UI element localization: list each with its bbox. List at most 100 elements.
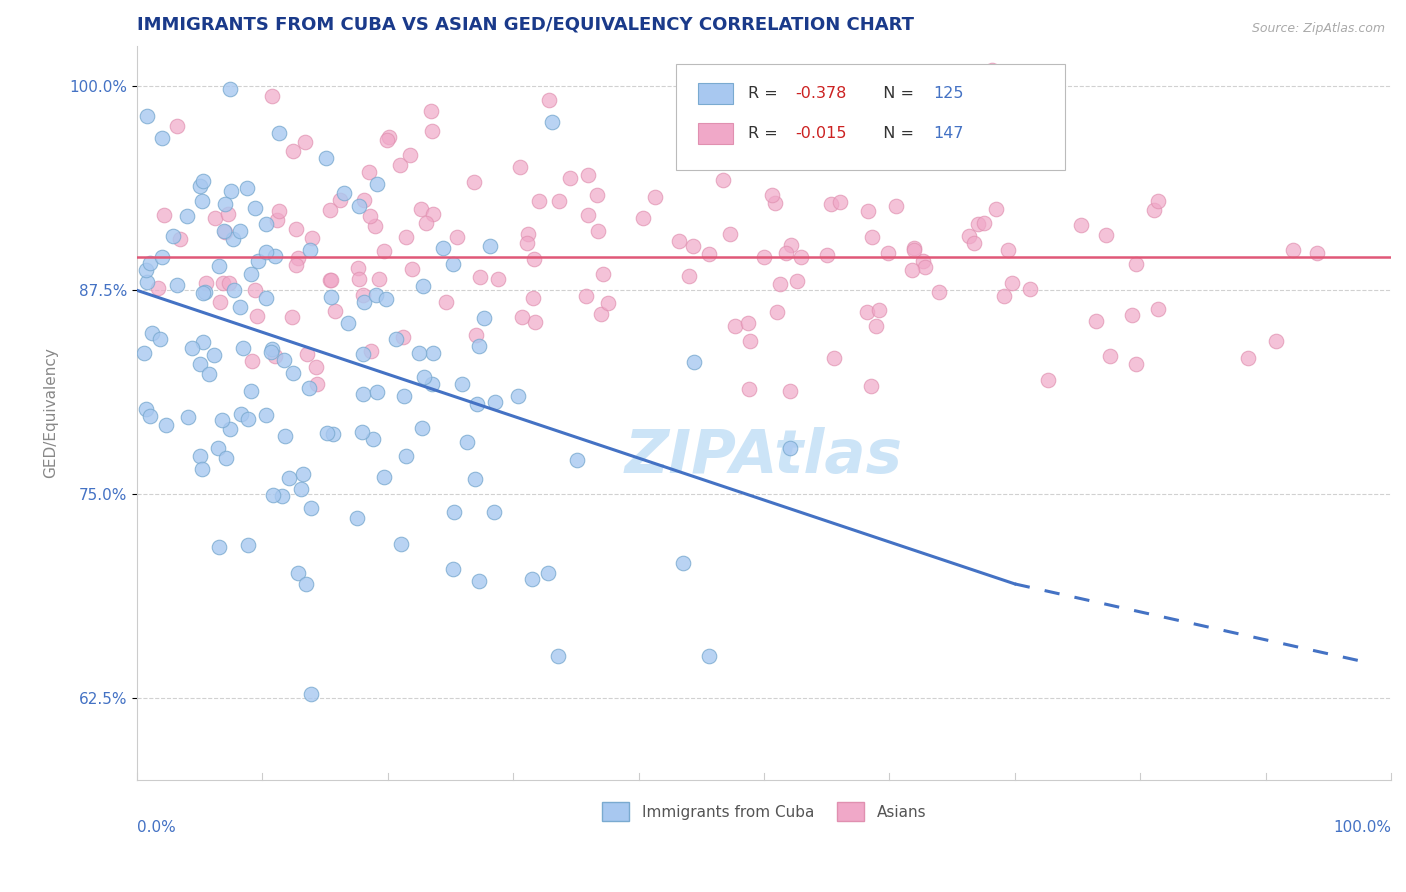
Point — [290, 483, 312, 497]
Point — [967, 217, 990, 231]
Point — [214, 226, 236, 240]
Point — [395, 450, 418, 464]
Point — [377, 130, 399, 145]
Point — [208, 259, 231, 273]
Point — [541, 115, 564, 129]
Text: N =: N = — [873, 127, 920, 141]
Point — [575, 289, 598, 303]
Point — [668, 234, 690, 248]
Point — [150, 131, 173, 145]
Point — [960, 102, 983, 116]
Point — [260, 345, 283, 359]
Point — [194, 276, 217, 290]
Point — [219, 422, 242, 436]
Point — [346, 261, 368, 276]
Point — [264, 349, 287, 363]
Point — [132, 346, 155, 360]
Point — [333, 186, 356, 200]
Point — [464, 471, 486, 485]
Point — [329, 193, 352, 207]
Text: ZIPAtlas: ZIPAtlas — [626, 427, 903, 486]
Point — [254, 245, 277, 260]
Point — [547, 194, 569, 209]
Point — [285, 221, 308, 235]
Point — [188, 449, 211, 463]
Point — [232, 342, 254, 356]
Point — [155, 418, 177, 433]
Point — [738, 334, 761, 349]
Point — [177, 409, 200, 424]
Point — [538, 93, 561, 107]
Point — [352, 425, 374, 439]
Point — [672, 556, 695, 570]
Point — [468, 270, 491, 285]
Point — [352, 347, 374, 361]
Text: IMMIGRANTS FROM CUBA VS ASIAN GED/EQUIVALENCY CORRELATION CHART: IMMIGRANTS FROM CUBA VS ASIAN GED/EQUIVA… — [136, 15, 914, 33]
Point — [963, 235, 986, 250]
Point — [738, 382, 761, 396]
Point — [211, 413, 233, 427]
Point — [465, 327, 488, 342]
Point — [865, 318, 887, 333]
Point — [325, 304, 347, 318]
Point — [247, 254, 270, 268]
Point — [484, 395, 506, 409]
Text: Source: ZipAtlas.com: Source: ZipAtlas.com — [1251, 22, 1385, 36]
Text: 147: 147 — [934, 127, 963, 141]
Point — [256, 408, 278, 422]
Point — [254, 291, 277, 305]
Point — [1264, 334, 1286, 349]
Point — [441, 562, 464, 576]
Point — [547, 649, 569, 664]
Point — [1070, 218, 1092, 232]
Point — [420, 377, 443, 392]
Point — [517, 227, 540, 241]
Point — [560, 171, 582, 186]
Point — [752, 250, 775, 264]
Point — [266, 213, 288, 227]
Point — [301, 231, 323, 245]
Point — [294, 136, 316, 150]
Point — [420, 123, 443, 137]
Point — [472, 310, 495, 325]
Point — [856, 304, 879, 318]
Point — [262, 342, 284, 356]
Point — [1125, 357, 1147, 371]
Point — [761, 187, 783, 202]
Point — [644, 190, 666, 204]
Point — [391, 329, 413, 343]
Point — [240, 354, 263, 368]
Point — [298, 380, 321, 394]
Point — [236, 412, 259, 426]
Point — [903, 243, 925, 257]
Point — [217, 207, 239, 221]
Point — [984, 202, 1007, 216]
Point — [790, 250, 813, 264]
Point — [219, 184, 242, 198]
Point — [415, 216, 437, 230]
Point — [267, 204, 290, 219]
Bar — [697, 83, 733, 103]
Point — [478, 239, 501, 253]
Point — [219, 82, 242, 96]
Point — [240, 267, 263, 281]
Text: 125: 125 — [934, 86, 963, 101]
Point — [373, 244, 395, 258]
FancyBboxPatch shape — [676, 64, 1064, 170]
Point — [1143, 203, 1166, 218]
Point — [204, 211, 226, 225]
Point — [138, 256, 160, 270]
Point — [214, 197, 236, 211]
Point — [135, 401, 157, 416]
Point — [997, 243, 1019, 257]
Point — [389, 537, 412, 551]
Point — [468, 339, 491, 353]
Point — [392, 389, 415, 403]
Point — [295, 347, 318, 361]
Point — [395, 229, 418, 244]
Point — [243, 283, 266, 297]
Y-axis label: GED/Equivalency: GED/Equivalency — [44, 347, 58, 478]
Point — [209, 294, 232, 309]
Point — [361, 432, 384, 446]
Point — [169, 232, 191, 246]
